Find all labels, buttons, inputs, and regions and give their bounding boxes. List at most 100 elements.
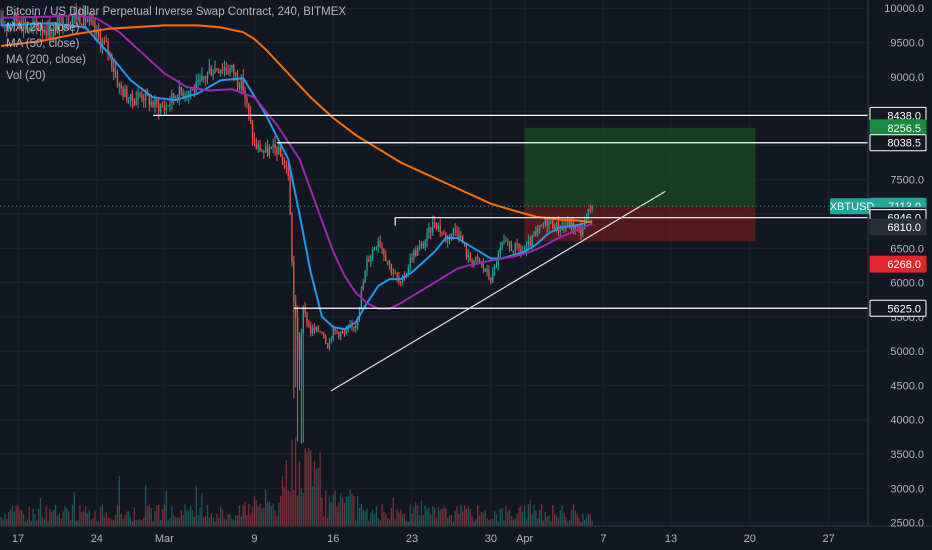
candle-body [428,227,430,233]
candle-body [193,87,196,92]
volume-bar [503,520,505,526]
candle-body [137,93,139,100]
time-axis[interactable]: 17 24 Mar 9 16 23 30 Apr 7 13 20 27 [12,533,835,545]
candle-body [280,146,282,157]
candle-body [221,69,224,71]
candle-body [105,41,107,43]
volume-bar [347,496,349,526]
volume-bar [360,504,363,526]
volume-bar [114,515,117,526]
volume-bar [270,506,272,526]
volume-bar [415,502,417,526]
volume-bar [6,519,8,526]
volume-bar [137,519,139,526]
candle-body [535,230,537,236]
volume-bar [36,520,38,526]
volume-bar [186,510,188,526]
volume-bar [21,510,23,526]
legend-ma200[interactable]: MA (200, close) [6,54,86,66]
candle-body [103,40,105,42]
candle-body [371,249,374,257]
candle-body [430,227,432,233]
candle-body [251,122,254,140]
volume-bar [251,506,254,526]
legend-ma50[interactable]: MA (50, close) [6,38,80,50]
price-tag-box [869,255,927,273]
chart-title[interactable]: Bitcoin / US Dollar Perpetual Inverse Sw… [6,6,347,18]
volume-bar [358,508,361,526]
candle-body [525,244,528,252]
candle-body [325,337,327,344]
volume-bar [587,513,590,526]
volume-bar [4,513,6,526]
volume-bar [220,506,222,526]
volume-bar [321,497,323,526]
volume-bar [559,510,561,526]
volume-bar [161,508,164,526]
candle-body [129,94,132,101]
candle-body [379,241,381,247]
candle-body [341,331,344,333]
volume-bar [171,506,173,526]
candle-body [510,246,513,252]
legend-ma20[interactable]: MA (20, close) [6,22,80,34]
candle-body [512,251,515,253]
price-axis-tick-label: 4500.0 [890,380,924,392]
volume-bar [525,519,528,526]
candle-body [195,81,197,92]
volume-bar [231,518,233,526]
volume-bar [255,500,257,526]
horizontal-levels [153,114,868,309]
volume-bar [473,521,475,526]
volume-bar [445,508,447,526]
volume-bar [105,512,107,526]
volume-bar [308,447,310,526]
candle-body [450,234,453,239]
volume-bar [437,507,439,526]
candle-body [274,143,276,149]
volume-bar [315,468,318,526]
volume-bar [447,518,449,526]
volume-bar [578,518,580,526]
candle-body [216,68,218,71]
volume-bar [544,511,546,526]
volume-bar [424,505,426,526]
price-tag-box [869,299,927,317]
volume-bar [250,515,252,526]
volume-bar [458,513,460,526]
candle-body [37,25,40,30]
candle-body [126,88,128,102]
volume-bar [584,520,586,526]
candle-body [456,230,458,233]
candle-body [208,67,211,73]
volume-bar [39,498,42,526]
volume-bar [120,513,122,526]
volume-bar [128,511,130,526]
time-axis-tick-label: 24 [91,533,103,545]
price-tag-label: 6810.0 [887,222,921,234]
candle-body [529,240,531,247]
volume-bar [512,519,515,526]
profit-target-zone [524,127,756,207]
candle-body [471,260,473,264]
volume-bar [86,512,89,526]
volume-bar [334,490,336,526]
candle-body [591,206,593,210]
candle-body [340,331,342,337]
candle-body [118,84,120,87]
candle-body [199,79,201,81]
volume-bar [281,476,284,526]
candle-body [501,242,503,248]
volume-bar [306,451,308,526]
candle-body [206,72,209,79]
volume-bar [531,514,533,526]
volume-bar [326,517,329,526]
candle-body [402,276,404,283]
legend-volume[interactable]: Vol (20) [6,70,46,82]
volume-bar [422,514,424,526]
candle-body [86,21,89,23]
time-axis-tick-label: 20 [744,533,756,545]
volume-bar [510,515,513,526]
candle-body [235,73,237,75]
